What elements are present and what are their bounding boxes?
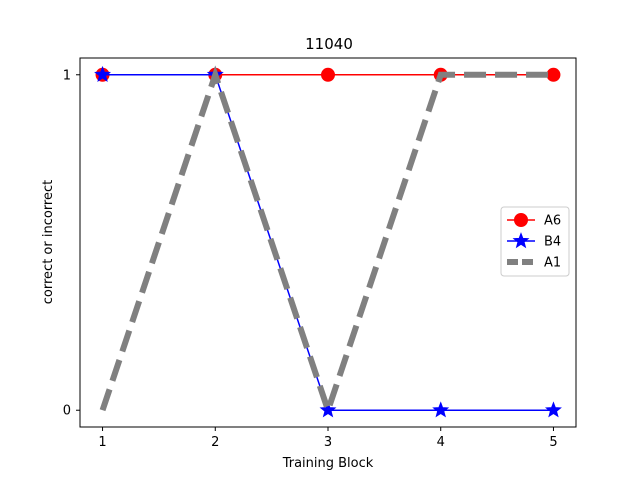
- axes: 1 2 3 4 5 0 1: [63, 57, 577, 450]
- x-tick-label-3: 3: [324, 435, 332, 450]
- plot-area: [94, 65, 562, 420]
- legend-marker-b4: [512, 232, 530, 249]
- legend: A6 B4 A1: [500, 206, 570, 277]
- data-point-b4-4: [432, 401, 450, 418]
- x-tick-label-5: 5: [549, 435, 557, 450]
- data-point-a6-3: [321, 67, 335, 82]
- x-tick-label-1: 1: [98, 435, 106, 450]
- x-tick-label-4: 4: [437, 435, 445, 450]
- x-axis-label: Training Block: [282, 456, 374, 471]
- legend-label-b4: B4: [544, 235, 561, 250]
- legend-label-a1: A1: [544, 256, 561, 271]
- data-point-a6-5: [546, 67, 561, 82]
- data-point-b4-3: [319, 401, 337, 418]
- x-tick-label-2: 2: [211, 435, 219, 450]
- legend-entry-a1: A1: [507, 256, 561, 271]
- series-line-a1: [99, 65, 554, 420]
- y-tick-label-1: 1: [63, 68, 71, 83]
- data-point-b4-1: [94, 65, 112, 82]
- y-axis-label: correct or incorrect: [41, 180, 56, 304]
- chart-title: 11040: [305, 35, 353, 53]
- legend-entry-b4: B4: [507, 232, 561, 250]
- legend-entry-a6: A6: [507, 213, 561, 229]
- legend-marker-a6: [514, 213, 528, 227]
- data-point-b4-5: [544, 401, 562, 418]
- legend-label-a6: A6: [544, 214, 561, 229]
- y-tick-label-0: 0: [63, 404, 71, 419]
